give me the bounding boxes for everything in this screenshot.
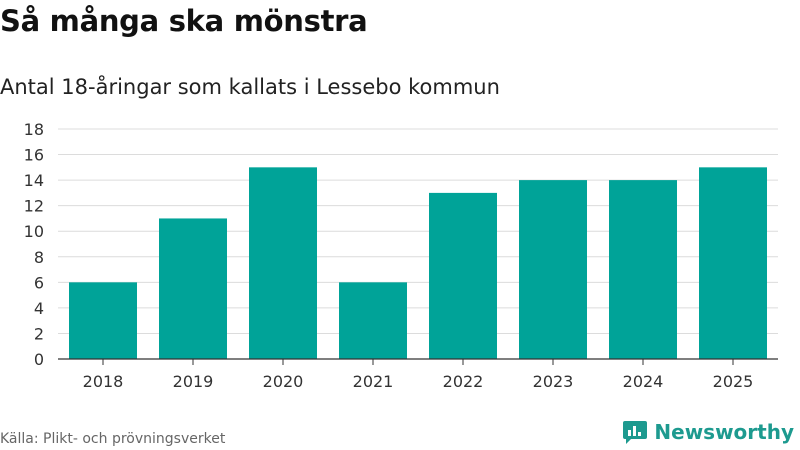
bar-2022 xyxy=(429,192,497,359)
newsworthy-logo-icon xyxy=(623,421,648,444)
bar-2019 xyxy=(159,218,227,359)
x-tick-label: 2022 xyxy=(443,372,484,391)
x-tick-label: 2025 xyxy=(713,372,754,391)
y-tick-label: 0 xyxy=(34,350,44,369)
y-tick-label: 18 xyxy=(24,120,44,139)
brand-name: Newsworthy xyxy=(654,420,794,444)
bar-chart: 0 2 4 6 8 10 12 14 16 18 2018 2019 2020 2021 2022 2023… xyxy=(24,120,778,391)
y-tick-label: 8 xyxy=(34,248,44,267)
y-tick-label: 2 xyxy=(34,324,44,343)
x-tick-label: 2019 xyxy=(173,372,214,391)
y-tick-label: 12 xyxy=(24,197,44,216)
bar-2020 xyxy=(249,167,317,359)
chart-subtitle: Antal 18-åringar som kallats i Lessebo k… xyxy=(0,75,500,99)
bar-2024 xyxy=(609,180,677,359)
y-tick-label: 14 xyxy=(24,171,44,190)
source-note: Källa: Plikt- och prövningsverket xyxy=(0,431,226,447)
x-axis-tick-labels: 2018 2019 2020 2021 2022 2023 2024 2025 xyxy=(83,359,754,391)
bar-2023 xyxy=(519,180,587,359)
bar-2021 xyxy=(339,282,407,359)
x-tick-label: 2020 xyxy=(263,372,304,391)
y-tick-label: 4 xyxy=(34,299,44,318)
x-tick-label: 2018 xyxy=(83,372,124,391)
x-tick-label: 2023 xyxy=(533,372,574,391)
y-tick-label: 10 xyxy=(24,222,44,241)
brand-logo: Newsworthy xyxy=(622,419,794,445)
bar-2018 xyxy=(69,282,137,359)
y-tick-label: 16 xyxy=(24,146,44,165)
x-tick-label: 2024 xyxy=(623,372,664,391)
bar-2025 xyxy=(699,167,767,359)
y-tick-label: 6 xyxy=(34,273,44,292)
y-axis-tick-labels: 0 2 4 6 8 10 12 14 16 18 xyxy=(24,120,44,369)
x-tick-label: 2021 xyxy=(353,372,394,391)
bars xyxy=(69,167,767,359)
chart-title: Så många ska mönstra xyxy=(0,4,368,38)
